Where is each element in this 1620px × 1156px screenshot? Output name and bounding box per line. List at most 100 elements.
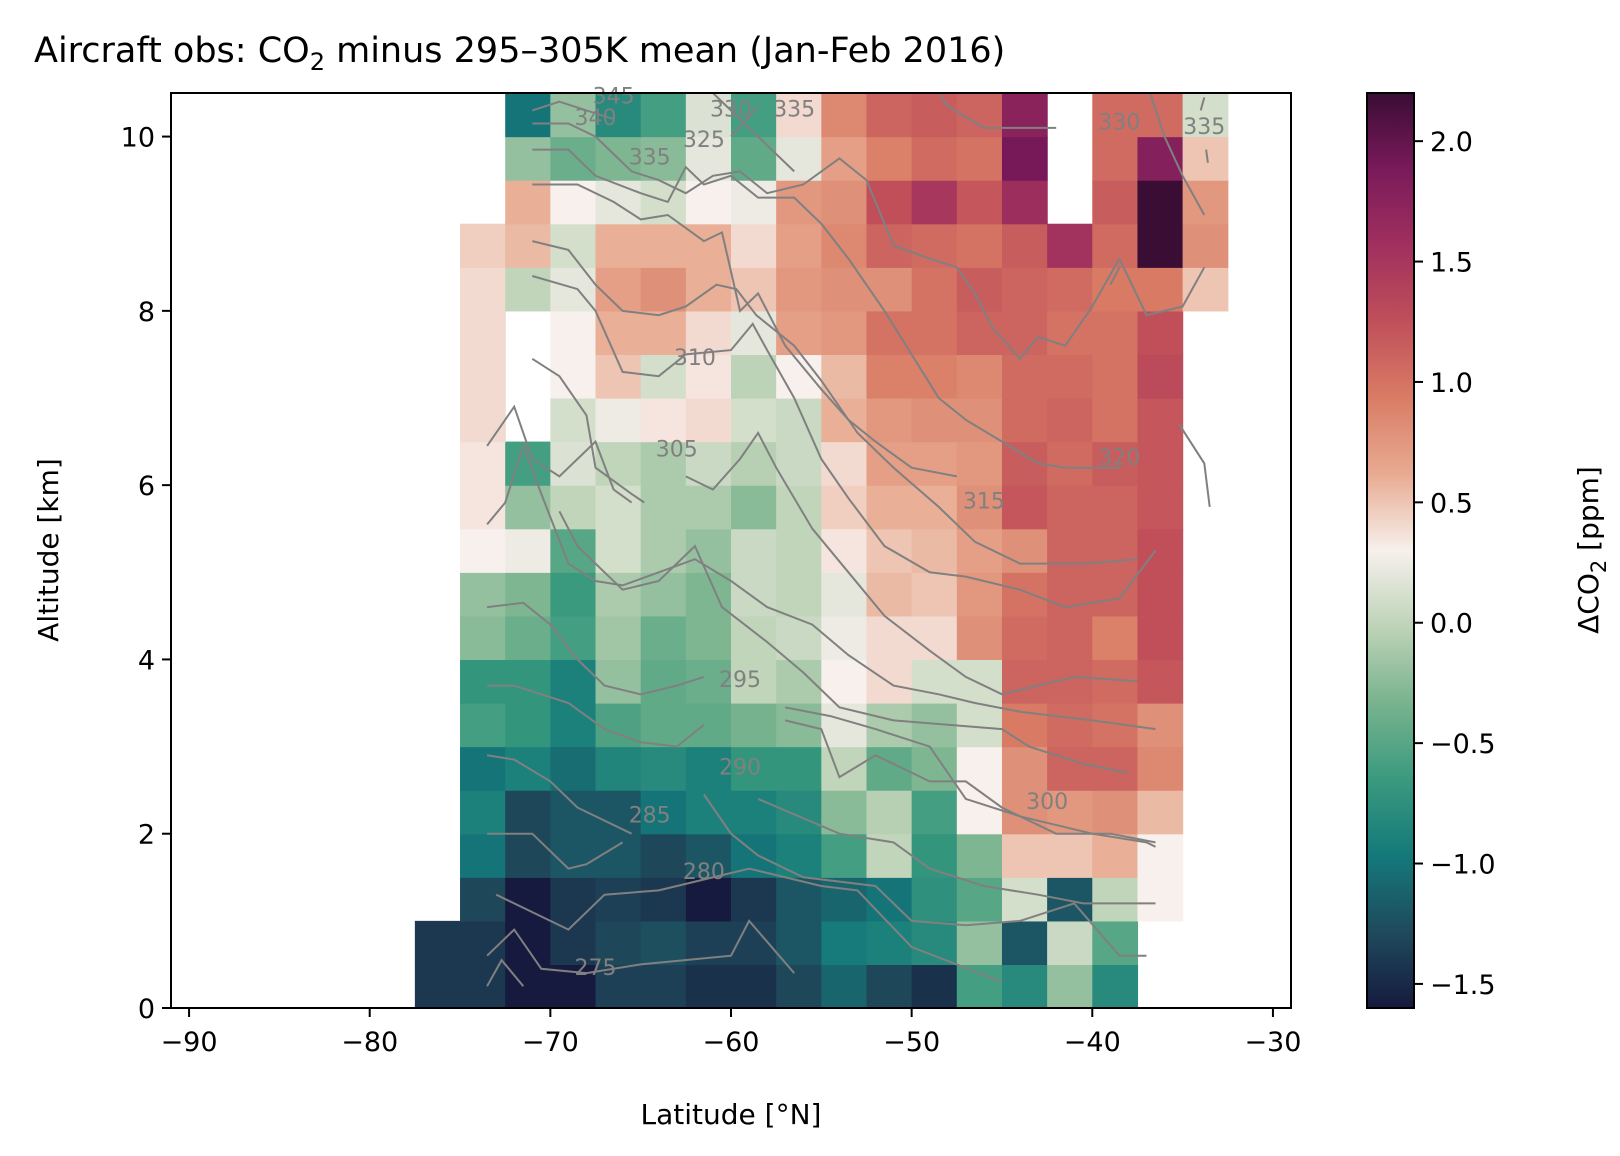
heatmap-cell [460,398,506,443]
contour-label: 300 [1026,790,1068,815]
heatmap-cell [685,790,732,835]
heatmap-cell [821,267,868,312]
contour-line [532,148,1120,469]
y-tick-label: 2 [138,820,155,851]
colorbar-tick-label: 2.0 [1430,127,1473,158]
heatmap-cell [1092,528,1139,573]
heatmap-cell [640,310,687,356]
contour-line [532,122,1121,361]
heatmap-cell [1092,93,1139,94]
y-axis: 0 2 4 6 8 10 [121,123,171,1025]
colorbar-ticks: −1.5 −1.0 −0.5 0.0 0.5 1.0 1.5 2.0 [1414,127,1496,1001]
heatmap-cell [1092,485,1139,530]
heatmap-cell [1137,93,1184,94]
heatmap-cell [505,615,551,661]
heatmap-cell [731,615,777,661]
heatmap-cell [505,790,551,835]
heatmap-cell [1092,572,1139,617]
contour-label: 335 [1183,115,1225,140]
contour-line [785,706,1156,848]
heatmap-cell [731,180,777,225]
heatmap-cell [640,877,687,922]
heatmap-cell [911,310,958,356]
heatmap-cell [595,877,642,922]
heatmap-cell [821,572,868,617]
contour-label: 295 [719,668,761,693]
heatmap-cell [866,703,913,748]
heatmap-cell [460,920,506,966]
heatmap-cell [956,441,1003,486]
heatmap-cell [685,833,732,878]
heatmap-cell [685,310,732,356]
heatmap-cell [866,615,913,661]
heatmap-cell [911,920,958,966]
heatmap-cell [731,877,777,922]
heatmap-cell [505,223,551,268]
heatmap-cell [1137,180,1184,225]
heatmap-cell [685,93,732,138]
heatmap-cell [1047,703,1093,748]
heatmap-cell [866,267,913,312]
heatmap-cell [911,485,958,530]
heatmap-cell [595,746,642,791]
heatmap-cell [550,746,597,791]
heatmap-cell [776,93,822,138]
heatmap-cell [866,572,913,617]
chart-title: Aircraft obs: CO2 minus 295–305K mean (J… [34,31,1005,76]
heatmap-cell [911,877,958,922]
heatmap-cell [956,310,1003,356]
heatmap-cell [911,833,958,878]
heatmap-cells [414,93,1229,1008]
heatmap-cell [505,877,551,922]
heatmap-cell [505,833,551,878]
heatmap-cell [1137,572,1184,617]
heatmap-cell [776,746,822,791]
heatmap-cell [1182,180,1229,225]
contour-line [531,357,645,504]
heatmap-cell [1092,790,1139,835]
heatmap-cell [866,180,913,225]
heatmap-cell [505,964,551,1008]
contour-label: 310 [674,346,716,371]
heatmap-cell [1047,528,1093,573]
heatmap-cell [1047,267,1093,312]
heatmap-cell [505,703,551,748]
x-tick-label: −50 [883,1027,940,1058]
heatmap-cell [640,223,687,268]
heatmap-cell [640,615,687,661]
heatmap-cell [731,703,777,748]
heatmap-cell [1001,223,1048,268]
heatmap-cell [911,441,958,486]
heatmap-cell [505,180,551,225]
heatmap-cell [1137,267,1184,312]
heatmap-cell [550,180,597,225]
x-axis: −90 −80 −70 −60 −50 −40 −30 [161,1008,1301,1058]
heatmap-cell [1137,93,1184,138]
contour-line [558,510,1129,774]
heatmap-cell [911,180,958,225]
heatmap-cell [505,485,551,530]
heatmap-cell [550,920,597,966]
heatmap-cell [460,572,506,617]
contour-line [532,275,687,378]
y-tick-label: 8 [138,297,155,328]
contour-line [1118,258,1206,317]
heatmap-cell [911,398,958,443]
contour-line [486,442,1156,731]
heatmap-cell [1092,223,1139,268]
heatmap-cell [1137,354,1184,399]
heatmap-cell [956,485,1003,530]
colorbar-tick-label: 0.5 [1430,488,1473,519]
heatmap-cell [1137,136,1184,181]
heatmap-cell [460,659,506,704]
contour-line [784,719,1156,844]
heatmap-cell [595,310,642,356]
heatmap-cell [1182,136,1229,181]
heatmap-cell [866,398,913,443]
heatmap-cell [1092,136,1139,181]
heatmap-cell [640,398,687,443]
contour-labels: 275 280 285 290 295 300 305 310 315 320 325 330 330 3… [575,84,1226,980]
heatmap-cell [1001,398,1048,443]
heatmap-cell [821,180,868,225]
contour-line [685,430,1138,696]
